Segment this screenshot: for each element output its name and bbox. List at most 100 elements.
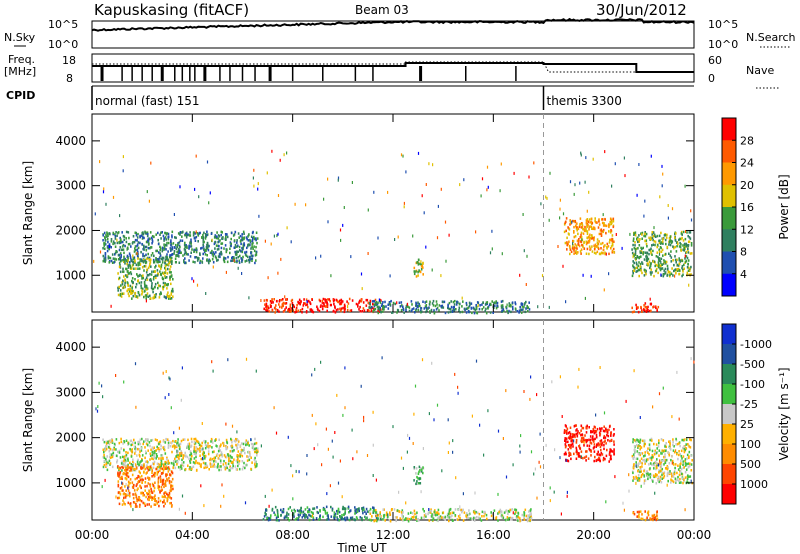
velocity-cell	[129, 502, 132, 505]
power-cell	[682, 248, 684, 252]
velocity-speckle	[497, 429, 500, 433]
velocity-cell	[417, 519, 420, 522]
velocity-cell	[167, 459, 169, 463]
power-cell	[640, 305, 642, 309]
power-cell	[436, 303, 438, 306]
power-cell	[107, 246, 110, 250]
power-cell	[586, 225, 588, 229]
power-cell	[640, 251, 643, 254]
power-cell	[245, 236, 248, 239]
velocity-cell	[218, 457, 221, 460]
power-cell	[303, 302, 305, 305]
power-speckle	[195, 230, 197, 234]
power-speckle	[196, 283, 199, 287]
velocity-speckle	[487, 409, 489, 413]
power-cell	[151, 235, 154, 238]
power-cell	[632, 239, 635, 243]
velocity-cell	[241, 468, 244, 471]
power-cell	[326, 298, 329, 301]
velocity-cell	[138, 496, 141, 500]
power-cell	[378, 308, 381, 311]
velocity-cell	[656, 510, 658, 513]
power-cell	[631, 306, 633, 310]
velocity-cell	[343, 518, 345, 521]
power-cell	[143, 244, 145, 248]
power-cell	[582, 245, 584, 248]
power-cell	[687, 234, 689, 238]
power-cell	[302, 304, 305, 307]
velocity-cell	[119, 467, 121, 470]
power-cell	[141, 242, 143, 246]
power-cell	[143, 248, 145, 251]
velocity-cell	[418, 470, 420, 474]
velocity-cell	[189, 461, 192, 464]
velocity-cell	[580, 437, 583, 440]
velocity-cell	[663, 449, 665, 452]
power-cell	[410, 300, 413, 303]
power-cell	[452, 300, 455, 304]
velocity-cell	[223, 442, 225, 445]
power-cell	[482, 306, 485, 309]
power-cell	[244, 251, 246, 254]
power-cell	[379, 301, 382, 304]
power-cell	[213, 236, 216, 239]
power-cell	[398, 301, 401, 304]
velocity-cell	[339, 516, 342, 520]
power-cell	[579, 250, 582, 253]
velocity-cell	[103, 459, 106, 463]
power-cell	[392, 311, 394, 314]
velocity-cell	[388, 519, 391, 522]
velocity-cell	[193, 450, 195, 453]
velocity-cell	[170, 501, 172, 505]
power-cell	[120, 284, 122, 287]
power-cell	[118, 276, 121, 280]
velocity-cell	[144, 439, 147, 442]
power-cell	[142, 274, 144, 277]
velocity-cell	[255, 441, 258, 445]
power-speckle	[211, 238, 213, 242]
velocity-cell	[233, 458, 235, 461]
velocity-cell	[251, 461, 253, 464]
power-cell	[117, 253, 120, 257]
power-cell	[681, 236, 683, 240]
velocity-cell	[419, 482, 422, 485]
velocity-cell	[436, 511, 439, 514]
power-cell	[450, 305, 453, 309]
velocity-cell	[147, 449, 149, 452]
power-cell	[131, 242, 134, 245]
velocity-cell	[242, 465, 245, 469]
velocity-cell	[670, 472, 672, 475]
velocity-cell	[661, 467, 663, 471]
velocity-cell	[163, 499, 165, 502]
velocity-cell	[595, 459, 598, 463]
velocity-cell	[141, 459, 143, 462]
power-cell	[639, 265, 642, 268]
power-cell	[189, 231, 191, 234]
velocity-cell	[604, 430, 606, 433]
velocity-cell	[416, 511, 418, 514]
power-cell	[136, 273, 138, 276]
velocity-cell	[684, 459, 686, 463]
power-cell	[161, 258, 164, 261]
power-cell	[597, 243, 599, 246]
power-cell	[160, 265, 163, 269]
velocity-cell	[593, 425, 596, 429]
velocity-cell	[354, 506, 356, 509]
power-cell	[145, 240, 148, 244]
power-cell	[149, 231, 152, 234]
velocity-cell	[608, 425, 611, 428]
power-cell	[146, 234, 149, 238]
power-cell	[151, 270, 153, 273]
power-cell	[206, 254, 208, 257]
power-cell	[664, 238, 667, 242]
power-ytick-label: 4000	[55, 134, 86, 148]
power-cell	[417, 301, 419, 304]
velocity-cell	[226, 446, 229, 449]
power-cell	[143, 236, 145, 240]
velocity-cell	[274, 513, 276, 517]
velocity-cell	[639, 466, 641, 469]
velocity-cell	[286, 511, 288, 515]
power-speckle	[481, 177, 484, 181]
velocity-cell	[652, 480, 654, 483]
power-cell	[134, 291, 137, 295]
